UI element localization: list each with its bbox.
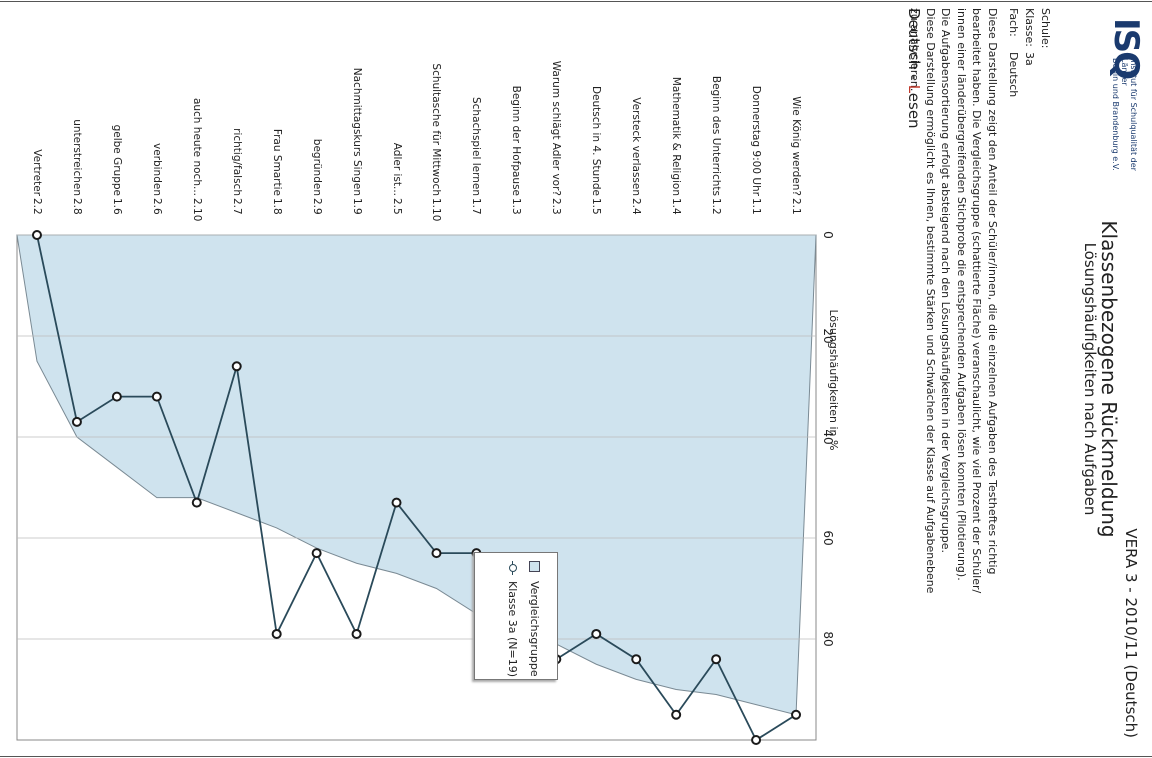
class-data-point	[151, 391, 162, 402]
class-data-point	[191, 497, 202, 508]
comparison-area	[16, 234, 817, 716]
x-tick-label: 60	[821, 530, 835, 545]
class-data-point	[71, 416, 82, 427]
legend-swatch-area	[529, 561, 540, 572]
class-data-point	[31, 230, 42, 240]
chart-legend: Vergleichsgruppe Klasse 3a (N=19)	[474, 552, 558, 680]
x-tick-label: 40	[821, 429, 835, 444]
legend-dot-marker	[509, 564, 517, 572]
class-data-point	[391, 497, 402, 508]
class-data-point	[671, 709, 682, 720]
x-tick-label: 80	[821, 631, 835, 646]
class-data-point	[711, 654, 722, 665]
class-data-point	[431, 548, 442, 559]
class-data-point	[271, 628, 282, 639]
class-series-line	[36, 234, 797, 742]
class-data-point	[351, 628, 362, 639]
class-data-point	[311, 548, 322, 559]
legend-label-class: Klasse 3a (N=19)	[506, 581, 519, 677]
class-data-point	[231, 361, 242, 372]
legend-label-comparison: Vergleichsgruppe	[528, 581, 541, 677]
class-data-point	[591, 628, 602, 639]
class-data-point	[791, 709, 802, 720]
class-data-point	[631, 654, 642, 665]
x-tick-label: 0	[821, 231, 835, 239]
x-tick-label: 20	[821, 328, 835, 343]
class-data-point	[751, 735, 762, 745]
class-data-point	[111, 391, 122, 402]
